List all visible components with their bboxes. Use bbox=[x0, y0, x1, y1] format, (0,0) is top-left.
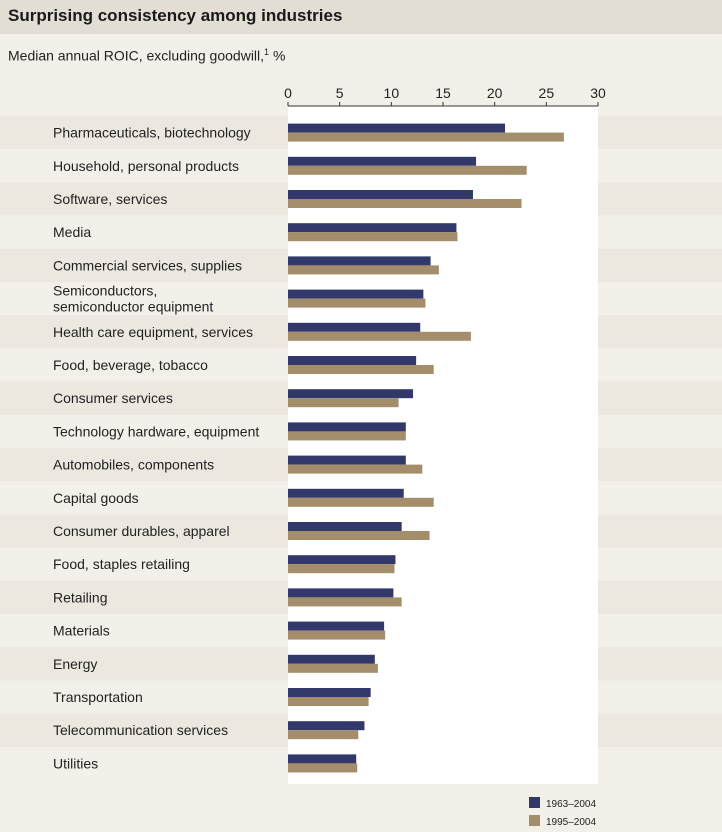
category-label: Media bbox=[53, 224, 91, 240]
x-tick-label: 0 bbox=[284, 85, 292, 101]
subtitle-footnote: 1 bbox=[264, 47, 270, 57]
category-label: Capital goods bbox=[53, 490, 139, 506]
chart-subtitle: Median annual ROIC, excluding goodwill,1… bbox=[8, 47, 285, 64]
bar-1995-2004 bbox=[288, 132, 564, 142]
bar-1995-2004 bbox=[288, 730, 359, 740]
bar-1995-2004 bbox=[288, 331, 471, 341]
bar-1963-2004 bbox=[288, 156, 477, 166]
category-label: Commercial services, supplies bbox=[53, 257, 242, 273]
category-label: Semiconductors, semiconductor equipment bbox=[53, 283, 213, 315]
bar-1995-2004 bbox=[288, 265, 439, 275]
bar-1995-2004 bbox=[288, 165, 527, 175]
bar-1963-2004 bbox=[288, 455, 406, 465]
category-label: Automobiles, components bbox=[53, 457, 214, 473]
x-tick-label: 30 bbox=[590, 85, 606, 101]
bar-1995-2004 bbox=[288, 398, 399, 408]
category-label: Software, services bbox=[53, 191, 167, 207]
title-bar bbox=[0, 0, 722, 34]
category-label: Technology hardware, equipment bbox=[53, 423, 259, 439]
legend-label-1963-2004: 1963–2004 bbox=[546, 799, 596, 810]
category-label: Food, beverage, tobacco bbox=[53, 357, 208, 373]
category-label: Consumer durables, apparel bbox=[53, 523, 230, 539]
bar-1963-2004 bbox=[288, 488, 404, 498]
x-tick-label: 20 bbox=[487, 85, 503, 101]
x-tick-label: 25 bbox=[539, 85, 555, 101]
bar-1963-2004 bbox=[288, 555, 396, 565]
legend-swatch-1995-2004 bbox=[529, 815, 540, 826]
bar-1963-2004 bbox=[288, 522, 402, 531]
bar-1995-2004 bbox=[288, 199, 522, 208]
bar-1995-2004 bbox=[288, 497, 434, 507]
category-label: Transportation bbox=[53, 689, 143, 705]
bar-1963-2004 bbox=[288, 123, 505, 133]
category-label: Consumer services bbox=[53, 390, 173, 406]
bar-1995-2004 bbox=[288, 232, 458, 242]
bar-1995-2004 bbox=[288, 464, 423, 474]
bar-1963-2004 bbox=[288, 223, 457, 233]
bar-1995-2004 bbox=[288, 697, 369, 706]
legend-swatch-1963-2004 bbox=[529, 797, 540, 808]
category-label: Materials bbox=[53, 623, 110, 639]
bar-1963-2004 bbox=[288, 190, 473, 199]
bar-1995-2004 bbox=[288, 663, 378, 673]
category-label: Utilities bbox=[53, 755, 98, 771]
bar-1995-2004 bbox=[288, 365, 434, 374]
bar-1963-2004 bbox=[288, 356, 417, 365]
bar-1995-2004 bbox=[288, 298, 426, 308]
subtitle-text: Median annual ROIC, excluding goodwill, bbox=[8, 47, 265, 64]
bar-1995-2004 bbox=[288, 431, 406, 441]
bar-1963-2004 bbox=[288, 588, 394, 598]
chart-title: Surprising consistency among industries bbox=[8, 6, 343, 25]
category-label: Pharmaceuticals, biotechnology bbox=[53, 125, 251, 141]
bar-1963-2004 bbox=[288, 754, 357, 764]
bar-1963-2004 bbox=[288, 389, 414, 399]
bar-1995-2004 bbox=[288, 564, 395, 574]
bar-1963-2004 bbox=[288, 621, 385, 631]
x-tick-label: 15 bbox=[435, 85, 451, 101]
bar-1995-2004 bbox=[288, 597, 402, 607]
bar-1963-2004 bbox=[288, 654, 375, 664]
bar-1995-2004 bbox=[288, 630, 386, 640]
category-label: Telecommunication services bbox=[53, 722, 228, 738]
subtitle-unit: % bbox=[272, 47, 286, 64]
bar-1963-2004 bbox=[288, 422, 406, 432]
bar-1995-2004 bbox=[288, 763, 358, 773]
x-tick-label: 5 bbox=[336, 85, 344, 101]
bar-1963-2004 bbox=[288, 688, 371, 697]
bar-1963-2004 bbox=[288, 289, 424, 299]
category-label: Retailing bbox=[53, 589, 107, 605]
category-label: Household, personal products bbox=[53, 158, 239, 174]
category-label: Health care equipment, services bbox=[53, 324, 253, 340]
category-label: Energy bbox=[53, 656, 97, 672]
category-label: Food, staples retailing bbox=[53, 556, 190, 572]
x-tick-label: 10 bbox=[384, 85, 400, 101]
legend-label-1995-2004: 1995–2004 bbox=[546, 817, 596, 828]
bar-1963-2004 bbox=[288, 256, 431, 266]
bar-1995-2004 bbox=[288, 531, 430, 540]
bar-1963-2004 bbox=[288, 721, 365, 731]
bar-1963-2004 bbox=[288, 322, 421, 332]
